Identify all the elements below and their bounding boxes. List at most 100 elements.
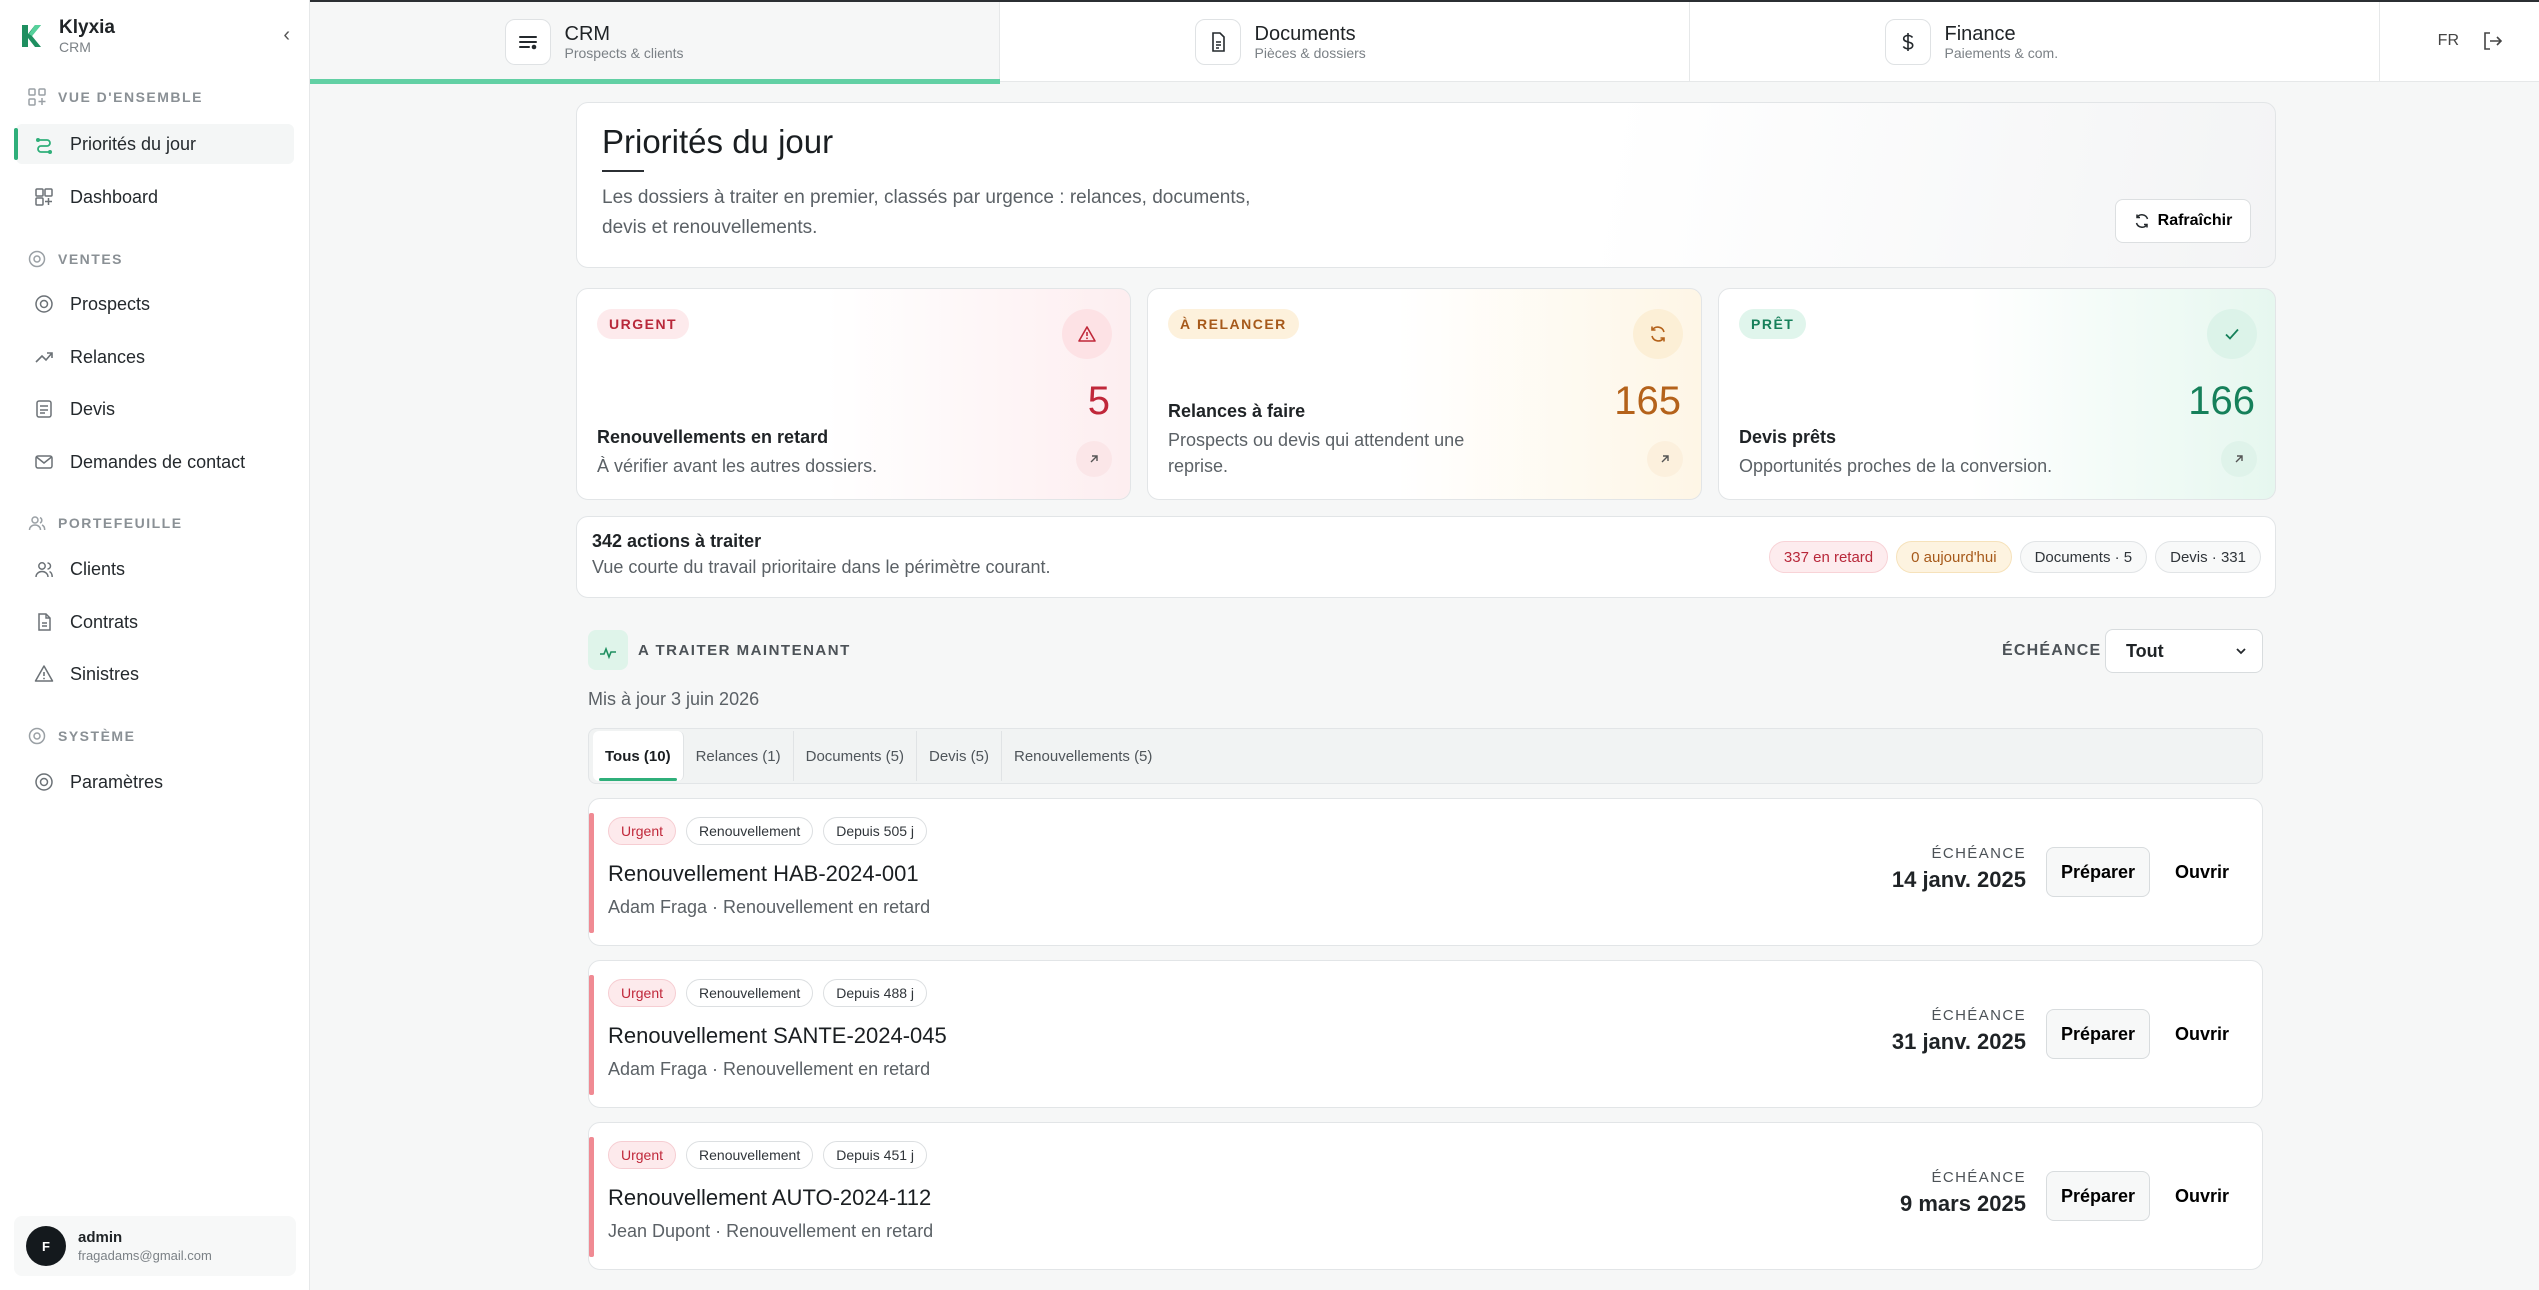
tab-devis[interactable]: Devis (5) — [917, 731, 1002, 781]
tab-relances[interactable]: Relances (1) — [684, 731, 794, 781]
sidebar-item-label: Relances — [70, 346, 146, 367]
tab-renouvellements[interactable]: Renouvellements (5) — [1014, 747, 1153, 765]
chip-aujourdhui[interactable]: 0 aujourd'hui — [1896, 541, 2012, 573]
gear-icon — [35, 773, 53, 791]
open-button[interactable]: Ouvrir — [2162, 847, 2242, 897]
chip-devis[interactable]: Devis · 331 — [2155, 541, 2261, 573]
tab-crm[interactable]: CRM Prospects & clients — [310, 2, 1000, 84]
mail-icon — [35, 455, 53, 469]
sidebar-item-label: Clients — [70, 558, 126, 579]
kpi-value: 165 — [1614, 379, 1681, 423]
page-description: Les dossiers à traiter en premier, class… — [602, 187, 1251, 238]
urgency-bar — [589, 975, 594, 1095]
arrow-up-right-icon[interactable] — [2221, 441, 2257, 477]
tab-subtitle: Pièces & dossiers — [1254, 45, 1366, 61]
avatar: F — [26, 1226, 66, 1266]
kpi-card-urgent[interactable]: URGENT 5 Renouvellements en retard À vér… — [576, 288, 1131, 500]
nav-section-overview: VUE D'ENSEMBLE — [28, 88, 203, 106]
kpi-value: 166 — [2188, 379, 2255, 423]
task-subtitle: Jean Dupont · Renouvellement en retard — [608, 1221, 934, 1241]
prepare-button[interactable]: Préparer — [2046, 1009, 2150, 1059]
chip-en-retard[interactable]: 337 en retard — [1768, 541, 1889, 573]
sidebar-item-dashboard[interactable]: Dashboard — [16, 177, 294, 217]
logout-icon[interactable] — [2481, 30, 2503, 52]
kpi-label: Relances à faire — [1168, 401, 1306, 421]
user-card[interactable]: F admin fragadams@gmail.com — [14, 1216, 296, 1276]
check-icon — [2207, 309, 2257, 359]
chevron-down-icon — [2236, 648, 2246, 655]
task-row[interactable]: Urgent Renouvellement Depuis 488 j Renou… — [588, 960, 2263, 1108]
kpi-description: Prospects ou devis qui attendent une rep… — [1168, 430, 1465, 476]
sidebar-item-devis[interactable]: Devis — [16, 389, 294, 429]
refresh-label: Rafraîchir — [2157, 212, 2233, 229]
open-button[interactable]: Ouvrir — [2162, 1009, 2242, 1059]
kpi-pill: PRÊT — [1739, 309, 1807, 339]
kpi-pill: À RELANCER — [1168, 309, 1299, 339]
refresh-button[interactable]: Rafraîchir — [2115, 199, 2251, 243]
document-icon — [36, 400, 52, 418]
summary-description: Vue courte du travail prioritaire dans l… — [592, 557, 1051, 577]
collapse-sidebar-icon[interactable]: ‹ — [283, 24, 290, 46]
task-badges: Urgent Renouvellement Depuis 505 j — [608, 817, 928, 845]
refresh-icon — [2135, 214, 2148, 228]
open-button[interactable]: Ouvrir — [2162, 1171, 2242, 1221]
warning-icon — [34, 665, 54, 682]
task-title: Renouvellement AUTO-2024-112 — [608, 1185, 932, 1210]
nav-section-systeme: SYSTÈME — [28, 727, 135, 745]
sidebar-item-label: Dashboard — [70, 186, 159, 207]
prepare-button[interactable]: Préparer — [2046, 1171, 2150, 1221]
sidebar-item-parametres[interactable]: Paramètres — [16, 762, 294, 802]
kpi-pill: URGENT — [597, 309, 690, 339]
task-row[interactable]: Urgent Renouvellement Depuis 505 j Renou… — [588, 798, 2263, 946]
kpi-card-pret[interactable]: PRÊT 166 Devis prêts Opportunités proche… — [1718, 288, 2276, 500]
summary-title: 342 actions à traiter — [592, 531, 762, 551]
due-label: ÉCHÉANCE — [1931, 1007, 2026, 1024]
sidebar-item-prospects[interactable]: Prospects — [16, 284, 294, 324]
task-badges: Urgent Renouvellement Depuis 488 j — [608, 979, 928, 1007]
brand[interactable]: Klyxia CRM ‹ — [20, 14, 290, 58]
prepare-button[interactable]: Préparer — [2046, 847, 2150, 897]
sidebar-item-sinistres[interactable]: Sinistres — [16, 654, 294, 694]
brand-name: Klyxia — [59, 17, 115, 38]
tab-documents[interactable]: Documents (5) — [794, 731, 917, 781]
sidebar-item-label: Paramètres — [70, 771, 164, 792]
sidebar-item-priorites[interactable]: Priorités du jour — [14, 124, 294, 164]
filter-tabs: Tous (10) Relances (1) Documents (5) Dev… — [588, 728, 2263, 784]
tab-title: Finance — [1944, 23, 2016, 45]
tab-tous[interactable]: Tous (10) — [593, 731, 684, 781]
sidebar-item-relances[interactable]: Relances — [16, 337, 294, 377]
badge-age: Depuis 451 j — [823, 1141, 928, 1169]
arrow-up-right-icon[interactable] — [1076, 441, 1112, 477]
kpi-label: Renouvellements en retard — [597, 427, 829, 447]
sidebar-item-label: Priorités du jour — [70, 133, 197, 154]
sidebar-item-label: Contrats — [70, 611, 139, 632]
arrow-up-right-icon[interactable] — [1647, 441, 1683, 477]
nav-section-label: VENTES — [58, 251, 124, 267]
dollar-icon — [1884, 19, 1931, 65]
sidebar-item-clients[interactable]: Clients — [16, 549, 294, 589]
users-icon — [35, 562, 53, 578]
brand-subtitle: CRM — [59, 39, 91, 55]
sidebar: Klyxia CRM ‹ VUE D'ENSEMBLE Priorités du… — [0, 0, 310, 1290]
trending-up-icon — [35, 352, 53, 363]
echeance-select[interactable]: Tout — [2105, 629, 2263, 673]
sidebar-item-demandes-contact[interactable]: Demandes de contact — [16, 442, 294, 482]
activity-icon — [588, 630, 628, 670]
task-row[interactable]: Urgent Renouvellement Depuis 451 j Renou… — [588, 1122, 2263, 1270]
user-name: admin — [78, 1229, 123, 1246]
tab-documents[interactable]: Documents Pièces & dossiers — [1000, 2, 1690, 82]
hero-card: Priorités du jour Les dossiers à traiter… — [576, 102, 2276, 268]
badge-type: Renouvellement — [686, 817, 814, 845]
section-title: A TRAITER MAINTENANT — [638, 641, 851, 659]
kpi-card-relancer[interactable]: À RELANCER 165 Relances à faire Prospect… — [1147, 288, 1702, 500]
badge-age: Depuis 488 j — [823, 979, 928, 1007]
chip-documents[interactable]: Documents · 5 — [2019, 541, 2148, 573]
tab-finance[interactable]: Finance Paiements & com. — [1690, 2, 2380, 82]
title-underline — [602, 170, 644, 172]
sidebar-item-contrats[interactable]: Contrats — [16, 602, 294, 642]
nav-section-label: SYSTÈME — [58, 728, 136, 744]
task-subtitle: Adam Fraga · Renouvellement en retard — [608, 897, 931, 917]
task-subtitle: Adam Fraga · Renouvellement en retard — [608, 1059, 931, 1079]
task-title: Renouvellement SANTE-2024-045 — [608, 1023, 947, 1048]
language-switch[interactable]: FR — [2437, 32, 2459, 49]
